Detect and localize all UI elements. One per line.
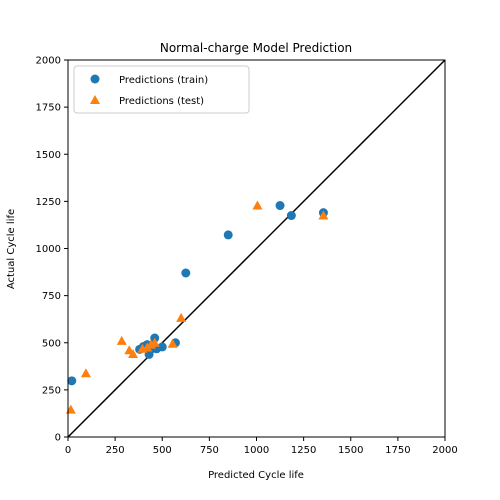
plot-frame <box>67 59 446 438</box>
test-point <box>167 338 178 348</box>
x-tick-label: 1500 <box>338 445 363 456</box>
x-tick-label: 1000 <box>244 445 269 456</box>
test-point <box>116 335 127 345</box>
y-tick-label: 750 <box>42 291 61 302</box>
x-tick-label: 2000 <box>432 445 457 456</box>
y-tick-label: 2000 <box>36 56 61 67</box>
chart-title: Normal-charge Model Prediction <box>160 41 352 55</box>
legend-label: Predictions (train) <box>119 75 208 86</box>
x-tick-label: 0 <box>65 445 71 456</box>
train-point <box>286 211 296 221</box>
test-point <box>128 349 139 359</box>
test-point <box>149 337 160 347</box>
train-point <box>223 230 233 240</box>
test-point <box>80 368 91 378</box>
legend-label: Predictions (test) <box>119 96 204 107</box>
train-point <box>181 268 191 278</box>
identity-line <box>67 59 446 438</box>
test-point <box>318 210 329 220</box>
x-axis-label: Predicted Cycle life <box>208 470 304 481</box>
y-tick-label: 0 <box>55 433 61 444</box>
y-tick-label: 1250 <box>36 197 61 208</box>
x-tick-label: 250 <box>106 445 125 456</box>
ticks-layer: 0 250 500 750 1000 1250 1500 1750 2000 0 250 500 750… <box>36 56 458 457</box>
test-point <box>65 404 76 414</box>
legend-triangle-icon <box>90 95 100 104</box>
x-tick-label: 750 <box>200 445 219 456</box>
y-tick-label: 500 <box>42 338 61 349</box>
x-tick-label: 500 <box>153 445 172 456</box>
legend-box <box>73 65 250 114</box>
legend: Predictions (train) Predictions (test) <box>73 65 250 114</box>
plot-area <box>65 59 446 438</box>
y-axis-label: Actual Cycle life <box>6 209 17 289</box>
x-tick-label: 1750 <box>385 445 410 456</box>
train-point <box>67 376 77 386</box>
y-tick-label: 1000 <box>36 244 61 255</box>
legend-circle-icon <box>90 74 100 84</box>
y-tick-label: 1500 <box>36 150 61 161</box>
y-tick-label: 1750 <box>36 103 61 114</box>
x-tick-label: 1250 <box>291 445 316 456</box>
test-point <box>252 200 263 210</box>
train-point <box>157 342 167 352</box>
y-tick-label: 250 <box>42 385 61 396</box>
train-point <box>275 201 285 211</box>
test-point <box>176 312 187 322</box>
